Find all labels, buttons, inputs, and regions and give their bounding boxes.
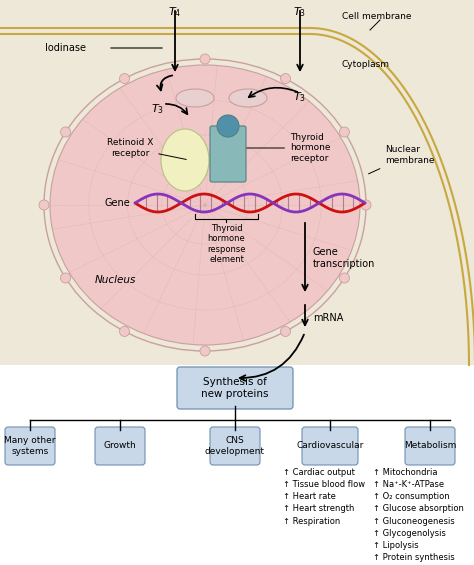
Text: $T_4$: $T_4$ bbox=[168, 5, 182, 19]
FancyBboxPatch shape bbox=[405, 427, 455, 465]
Circle shape bbox=[339, 127, 349, 137]
Text: Nucleus: Nucleus bbox=[95, 275, 137, 285]
Ellipse shape bbox=[161, 129, 209, 191]
Bar bbox=[0, 365, 474, 565]
Text: CNS
development: CNS development bbox=[205, 436, 265, 456]
Text: Growth: Growth bbox=[104, 441, 137, 450]
Text: $T_3$: $T_3$ bbox=[152, 102, 164, 116]
Circle shape bbox=[361, 200, 371, 210]
Circle shape bbox=[61, 273, 71, 283]
Text: Cell membrane: Cell membrane bbox=[342, 12, 411, 21]
FancyBboxPatch shape bbox=[177, 367, 293, 409]
Circle shape bbox=[119, 73, 129, 84]
Circle shape bbox=[200, 54, 210, 64]
Text: ↑ Cardiac output
↑ Tissue blood flow
↑ Heart rate
↑ Heart strength
↑ Respiration: ↑ Cardiac output ↑ Tissue blood flow ↑ H… bbox=[283, 468, 365, 525]
Ellipse shape bbox=[176, 89, 214, 107]
Text: Gene
transcription: Gene transcription bbox=[313, 247, 375, 269]
Text: Retinoid X
receptor: Retinoid X receptor bbox=[107, 138, 186, 159]
Circle shape bbox=[281, 73, 291, 84]
Ellipse shape bbox=[229, 89, 267, 107]
Circle shape bbox=[281, 327, 291, 336]
Bar bbox=[0, 0, 474, 365]
Circle shape bbox=[200, 346, 210, 356]
Circle shape bbox=[39, 200, 49, 210]
Text: Thyroid
hormone
receptor: Thyroid hormone receptor bbox=[247, 133, 330, 163]
Circle shape bbox=[339, 273, 349, 283]
Text: Synthesis of
new proteins: Synthesis of new proteins bbox=[201, 377, 269, 399]
Text: $T_3$: $T_3$ bbox=[293, 5, 307, 19]
Ellipse shape bbox=[50, 65, 360, 345]
Text: $T_3$: $T_3$ bbox=[293, 90, 307, 104]
Text: Gene: Gene bbox=[104, 198, 130, 208]
Text: Thyroid
hormone
response
element: Thyroid hormone response element bbox=[207, 224, 246, 264]
Circle shape bbox=[217, 115, 239, 137]
Text: Cardiovascular: Cardiovascular bbox=[296, 441, 364, 450]
Text: mRNA: mRNA bbox=[313, 313, 343, 323]
Text: Metabolism: Metabolism bbox=[404, 441, 456, 450]
FancyBboxPatch shape bbox=[302, 427, 358, 465]
Text: Many other
systems: Many other systems bbox=[4, 436, 56, 456]
Text: Nuclear
membrane: Nuclear membrane bbox=[368, 145, 435, 174]
Text: Cytoplasm: Cytoplasm bbox=[342, 60, 390, 69]
Circle shape bbox=[61, 127, 71, 137]
FancyBboxPatch shape bbox=[5, 427, 55, 465]
Text: Iodinase: Iodinase bbox=[45, 43, 86, 53]
FancyBboxPatch shape bbox=[95, 427, 145, 465]
Text: ↑ Mitochondria
↑ Na⁺-K⁺-ATPase
↑ O₂ consumption
↑ Glucose absorption
↑ Gluconeog: ↑ Mitochondria ↑ Na⁺-K⁺-ATPase ↑ O₂ cons… bbox=[373, 468, 464, 565]
FancyBboxPatch shape bbox=[210, 427, 260, 465]
Circle shape bbox=[119, 327, 129, 336]
FancyBboxPatch shape bbox=[210, 126, 246, 182]
